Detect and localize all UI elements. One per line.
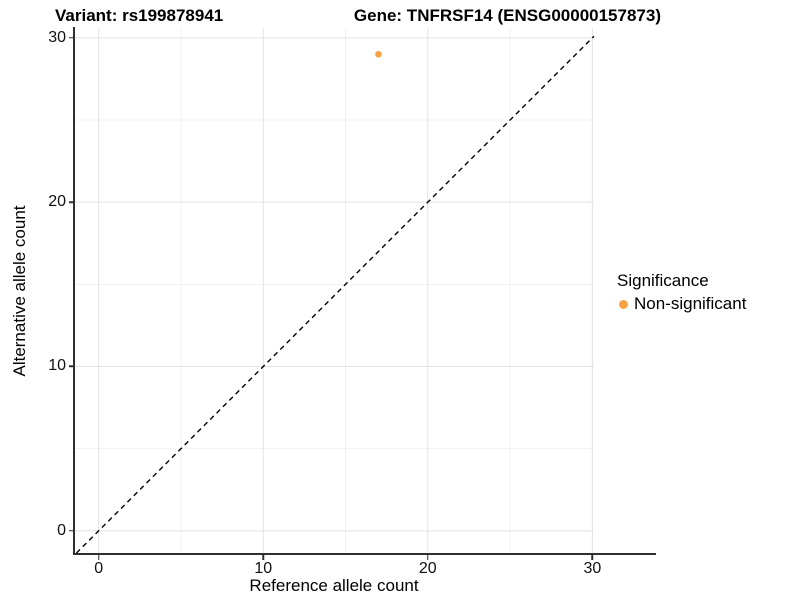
y-tick-label: 0 <box>57 521 66 539</box>
x-axis-title: Reference allele count <box>249 576 419 595</box>
y-tick-mark <box>69 201 74 203</box>
x-tick-label: 10 <box>254 560 273 577</box>
identity-reference-line <box>75 35 595 554</box>
x-tick-label: 20 <box>418 560 437 577</box>
y-tick-mark <box>69 530 74 532</box>
legend-items: Non-significant <box>617 294 746 314</box>
y-axis-title: Alternative allele count <box>10 205 29 377</box>
plot-title-gene: Gene: TNFRSF14 (ENSG00000157873) <box>353 6 661 25</box>
plot-canvas <box>74 28 595 554</box>
x-axis-line <box>72 553 656 555</box>
x-tick-mark <box>427 555 429 560</box>
y-tick-label: 20 <box>48 193 66 211</box>
x-tick-label: 30 <box>583 560 602 577</box>
plot-title-variant: Variant: rs199878941 <box>55 6 224 25</box>
plot-title-row: Variant: rs199878941 Gene: TNFRSF14 (ENS… <box>55 6 661 26</box>
y-tick-label: 30 <box>48 28 66 46</box>
legend-item-label: Non-significant <box>634 294 747 313</box>
legend-title: Significance <box>617 271 709 290</box>
y-tick-label: 10 <box>48 357 66 375</box>
x-tick-mark <box>97 555 100 560</box>
legend-point-icon <box>619 299 628 309</box>
legend: Significance Non-significant <box>617 270 746 314</box>
y-axis-line <box>72 27 75 555</box>
y-tick-mark <box>69 365 74 368</box>
data-point <box>375 50 382 58</box>
plot-panel <box>74 28 595 554</box>
y-tick-mark <box>69 37 74 39</box>
x-tick-mark <box>591 555 594 560</box>
x-tick-mark <box>262 555 264 560</box>
x-tick-label: 0 <box>94 560 104 577</box>
legend-item: Non-significant <box>617 294 746 314</box>
